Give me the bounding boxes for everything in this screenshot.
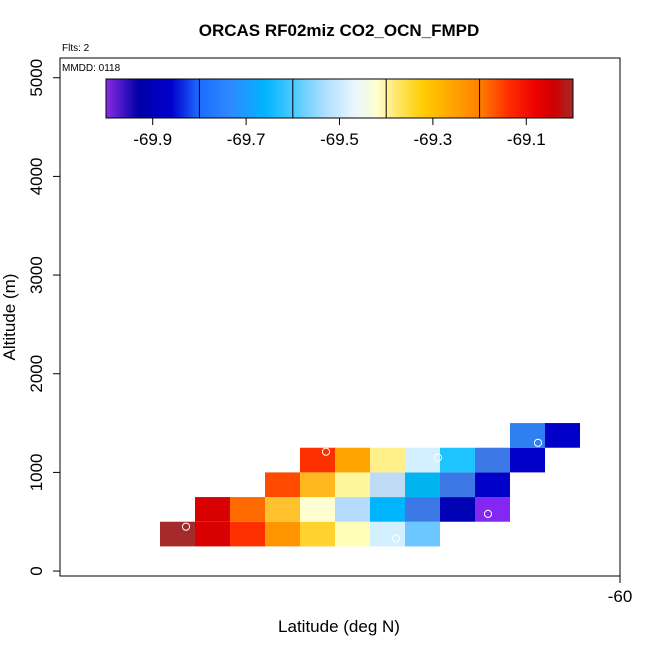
colorbar-tick-label: -69.1 — [507, 130, 546, 149]
heatmap-cell — [475, 497, 510, 522]
y-axis-label: Altitude (m) — [0, 274, 19, 361]
heatmap-cell — [405, 497, 440, 522]
heatmap-cell — [510, 447, 545, 473]
colorbar-gradient — [105, 78, 574, 119]
mmdd-note: MMDD: 0118 — [62, 63, 121, 74]
heatmap-cells — [160, 423, 580, 547]
heatmap-cell — [300, 521, 335, 547]
heatmap-cell — [335, 497, 370, 522]
heatmap-cell — [265, 521, 300, 547]
heatmap-cell — [545, 423, 580, 448]
observation-marker — [433, 453, 443, 462]
y-tick-label: 3000 — [27, 256, 46, 294]
colorbar-tick-label: -69.3 — [414, 130, 453, 149]
heatmap-cell — [195, 521, 230, 547]
y-axis: 0 1000 2000 3000 4000 5000 — [27, 59, 60, 576]
heatmap-cell — [510, 423, 545, 448]
observation-marker — [483, 509, 493, 518]
heatmap-cell — [230, 521, 265, 547]
colorbar-tick-label: -69.7 — [227, 130, 266, 149]
heatmap-cell — [405, 521, 440, 547]
plot-border — [59, 57, 621, 577]
heatmap-cell — [440, 497, 475, 522]
heatmap-cell — [440, 447, 475, 473]
colorbar: -69.9 -69.7 -69.5 -69.3 -69.1 — [105, 78, 574, 149]
colorbar-tick-label: -69.5 — [320, 130, 359, 149]
heatmap-cell — [265, 497, 300, 522]
heatmap-cell — [265, 472, 300, 498]
heatmap-cell — [370, 497, 405, 522]
observation-marker — [533, 438, 543, 447]
y-tick-label: 2000 — [27, 355, 46, 393]
heatmap-cell — [300, 472, 335, 498]
heatmap-cell — [440, 472, 475, 498]
heatmap-cell — [300, 497, 335, 522]
heatmap-cell — [335, 447, 370, 473]
heatmap-cell — [230, 497, 265, 522]
x-axis-label: Latitude (deg N) — [278, 617, 400, 636]
y-tick-label: 0 — [27, 566, 46, 575]
y-tick-label: 5000 — [27, 59, 46, 97]
observation-marker — [181, 522, 191, 531]
flights-note: Flts: 2 — [62, 43, 90, 54]
heatmap-cell — [370, 447, 405, 473]
heatmap-cell — [335, 521, 370, 547]
heatmap-cell — [475, 472, 510, 498]
heatmap-cell — [370, 472, 405, 498]
x-axis: -60 — [608, 576, 633, 606]
heatmap-cell — [370, 521, 405, 547]
y-tick-label: 1000 — [27, 453, 46, 491]
heatmap-cell — [405, 472, 440, 498]
heatmap-cell — [195, 497, 230, 522]
plot-area — [59, 57, 625, 577]
y-tick-label: 4000 — [27, 157, 46, 195]
observation-marker — [321, 447, 331, 456]
chart-title: ORCAS RF02miz CO2_OCN_FMPD — [199, 21, 480, 40]
heatmap-cell — [475, 447, 510, 473]
x-tick-label: -60 — [608, 587, 633, 606]
observation-marker — [391, 534, 401, 543]
heatmap-cell — [405, 447, 440, 473]
colorbar-tick-label: -69.9 — [133, 130, 172, 149]
heatmap-cell — [335, 472, 370, 498]
